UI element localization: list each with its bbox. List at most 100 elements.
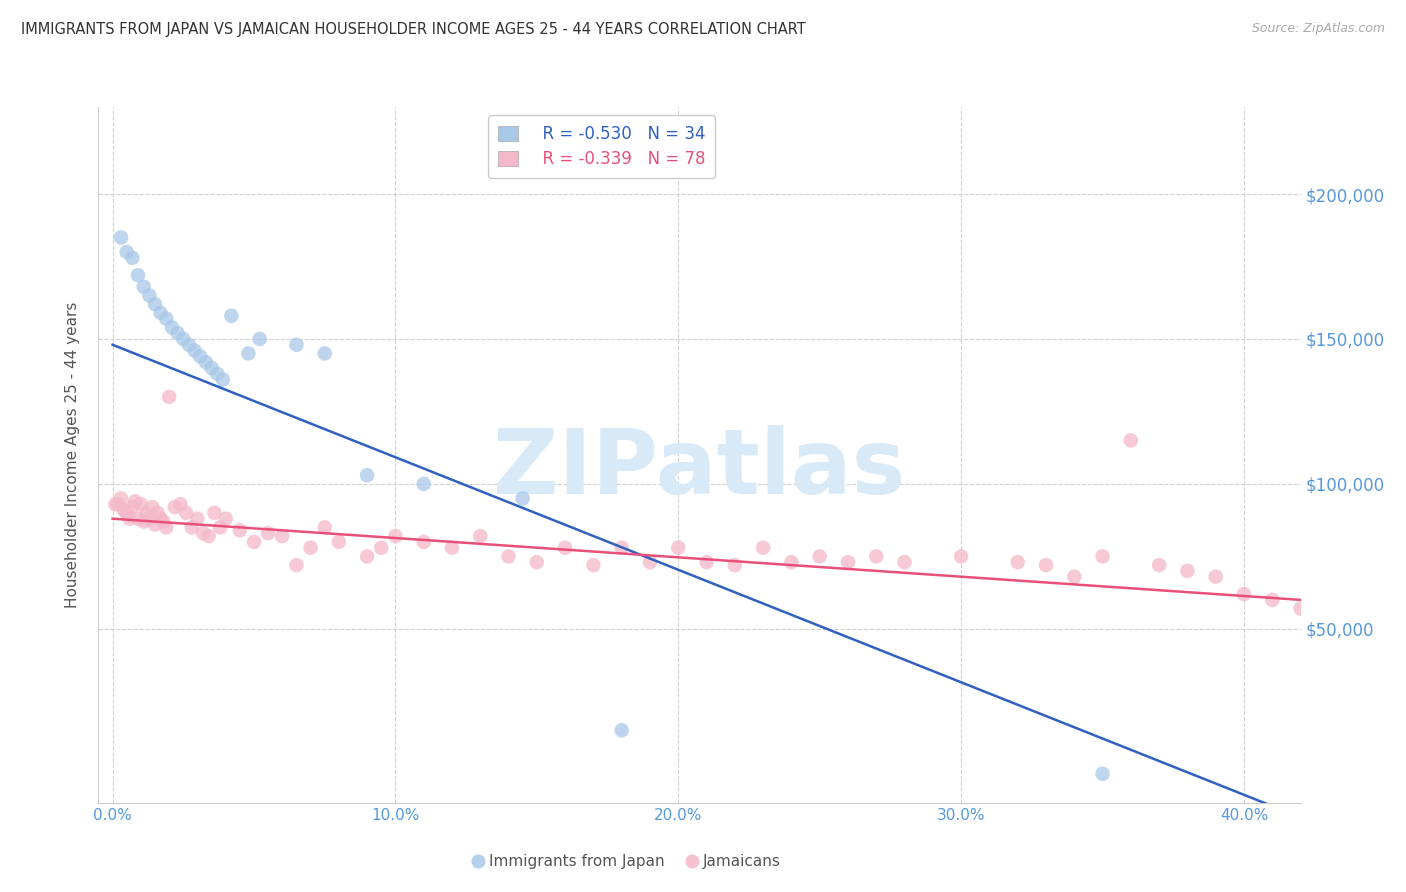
Point xyxy=(1289,601,1312,615)
Point xyxy=(1119,434,1142,448)
Point xyxy=(271,529,294,543)
Point xyxy=(1063,570,1085,584)
Point xyxy=(1374,631,1396,645)
Point xyxy=(202,506,225,520)
Point xyxy=(554,541,576,555)
Point xyxy=(221,309,243,323)
Point xyxy=(1317,613,1340,627)
Point xyxy=(132,515,155,529)
Point xyxy=(950,549,973,564)
Point xyxy=(200,361,222,376)
Text: ZIPatlas: ZIPatlas xyxy=(494,425,905,513)
Point xyxy=(160,320,183,334)
Point xyxy=(174,506,197,520)
Point xyxy=(1091,766,1114,781)
Point xyxy=(752,541,775,555)
Point xyxy=(121,251,143,265)
Point xyxy=(780,555,803,569)
Point xyxy=(110,230,132,244)
Point xyxy=(356,468,378,483)
Point xyxy=(135,506,157,520)
Point xyxy=(526,555,548,569)
Point xyxy=(149,511,172,525)
Point xyxy=(1205,570,1227,584)
Point xyxy=(1346,622,1368,636)
Point xyxy=(169,497,191,511)
Point xyxy=(180,520,202,534)
Point xyxy=(1402,642,1406,657)
Legend: Immigrants from Japan, Jamaicans: Immigrants from Japan, Jamaicans xyxy=(468,848,787,875)
Text: IMMIGRANTS FROM JAPAN VS JAMAICAN HOUSEHOLDER INCOME AGES 25 - 44 YEARS CORRELAT: IMMIGRANTS FROM JAPAN VS JAMAICAN HOUSEH… xyxy=(21,22,806,37)
Text: Source: ZipAtlas.com: Source: ZipAtlas.com xyxy=(1251,22,1385,36)
Point xyxy=(110,491,132,506)
Point xyxy=(141,500,163,514)
Point xyxy=(132,280,155,294)
Point xyxy=(152,515,174,529)
Point xyxy=(470,529,492,543)
Point xyxy=(138,288,160,302)
Point xyxy=(205,367,228,381)
Point xyxy=(215,511,238,525)
Y-axis label: Householder Income Ages 25 - 44 years: Householder Income Ages 25 - 44 years xyxy=(65,301,80,608)
Point xyxy=(138,511,160,525)
Point xyxy=(177,338,200,352)
Point xyxy=(191,526,214,541)
Point xyxy=(610,723,633,738)
Point xyxy=(155,311,177,326)
Point xyxy=(1147,558,1170,573)
Point xyxy=(808,549,831,564)
Point xyxy=(314,346,336,360)
Point xyxy=(440,541,463,555)
Point xyxy=(104,497,127,511)
Point xyxy=(370,541,392,555)
Point xyxy=(127,268,149,282)
Point xyxy=(115,506,138,520)
Point xyxy=(498,549,520,564)
Point xyxy=(328,534,350,549)
Point xyxy=(299,541,322,555)
Point xyxy=(1035,558,1057,573)
Point xyxy=(893,555,915,569)
Point xyxy=(384,529,406,543)
Point xyxy=(183,343,205,358)
Point xyxy=(1233,587,1256,601)
Point xyxy=(412,534,434,549)
Point xyxy=(412,476,434,491)
Point xyxy=(124,494,146,508)
Point xyxy=(163,500,186,514)
Point xyxy=(143,297,166,311)
Point xyxy=(837,555,859,569)
Point xyxy=(129,497,152,511)
Point xyxy=(1007,555,1029,569)
Point xyxy=(155,520,177,534)
Point xyxy=(149,306,172,320)
Point xyxy=(638,555,661,569)
Point xyxy=(107,497,129,511)
Point xyxy=(356,549,378,564)
Point xyxy=(229,523,252,537)
Point xyxy=(512,491,534,506)
Point xyxy=(115,244,138,259)
Point xyxy=(1261,592,1284,607)
Point xyxy=(610,541,633,555)
Point xyxy=(166,326,188,341)
Point xyxy=(696,555,718,569)
Point xyxy=(121,500,143,514)
Point xyxy=(172,332,194,346)
Point xyxy=(146,506,169,520)
Point xyxy=(186,511,208,525)
Point xyxy=(127,511,149,525)
Point xyxy=(582,558,605,573)
Point xyxy=(257,526,280,541)
Point xyxy=(1091,549,1114,564)
Point xyxy=(209,520,232,534)
Point xyxy=(212,373,235,387)
Point xyxy=(724,558,747,573)
Point xyxy=(143,517,166,532)
Point xyxy=(285,338,308,352)
Point xyxy=(118,511,141,525)
Point xyxy=(197,529,219,543)
Point xyxy=(243,534,266,549)
Point xyxy=(188,350,211,364)
Point xyxy=(314,520,336,534)
